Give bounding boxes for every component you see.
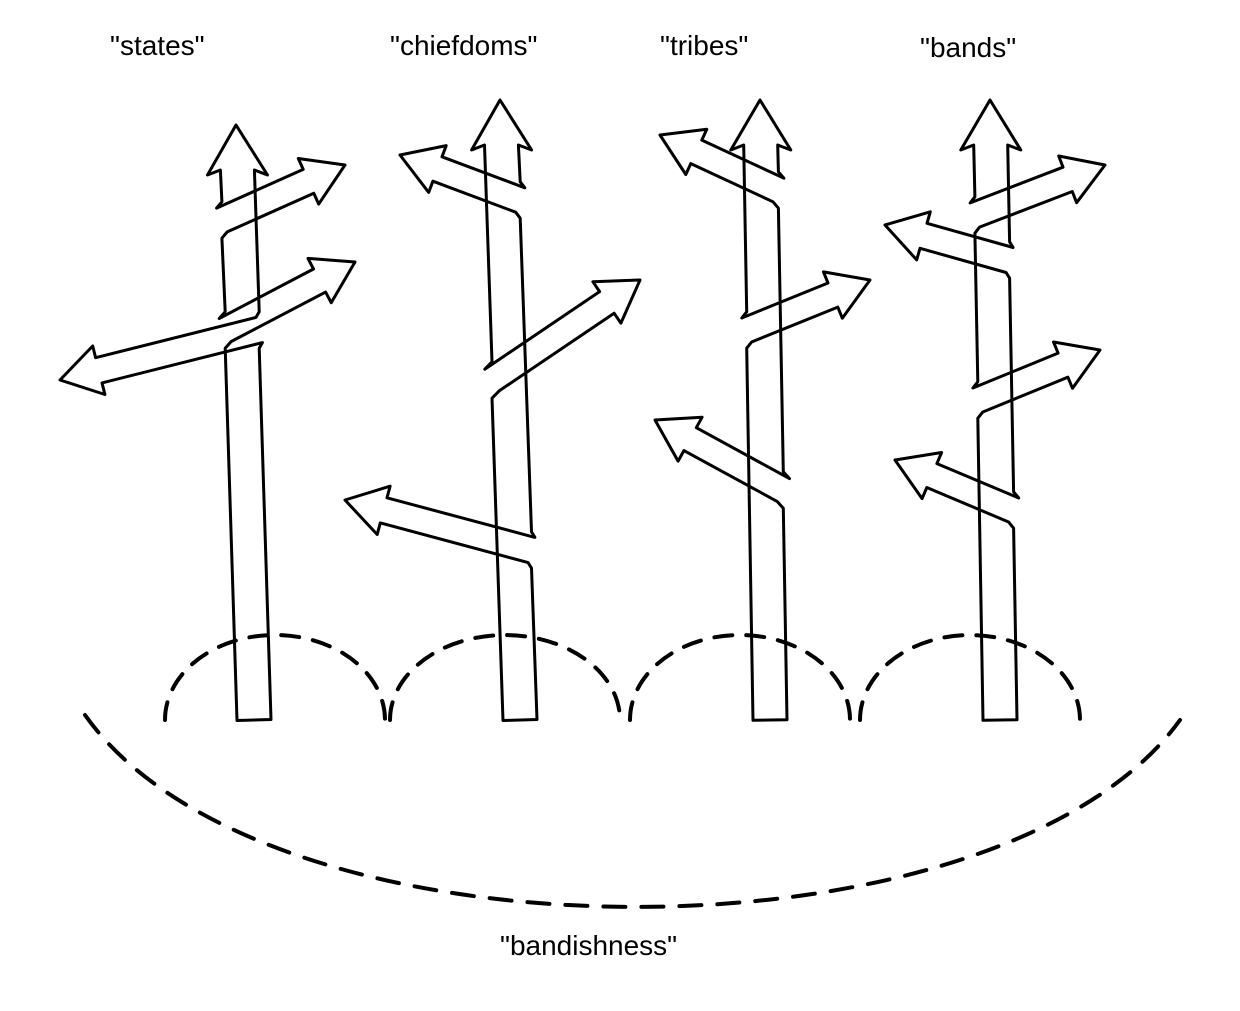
label-tribes: "tribes": [660, 30, 748, 62]
tree-bands: [885, 100, 1105, 720]
base-bowl: [85, 715, 1180, 907]
tree-chiefdoms: [345, 100, 640, 721]
tree-tribes: [655, 100, 870, 720]
base-hump-3: [860, 635, 1080, 720]
branching-diagram: [0, 0, 1240, 1011]
label-chiefdoms: "chiefdoms": [390, 30, 538, 62]
base-hump-0: [165, 635, 385, 720]
label-bands: "bands": [920, 32, 1016, 64]
label-states: "states": [110, 30, 205, 62]
label-bandishness: "bandishness": [500, 930, 677, 962]
tree-states: [60, 125, 355, 721]
base-hump-2: [630, 635, 850, 720]
